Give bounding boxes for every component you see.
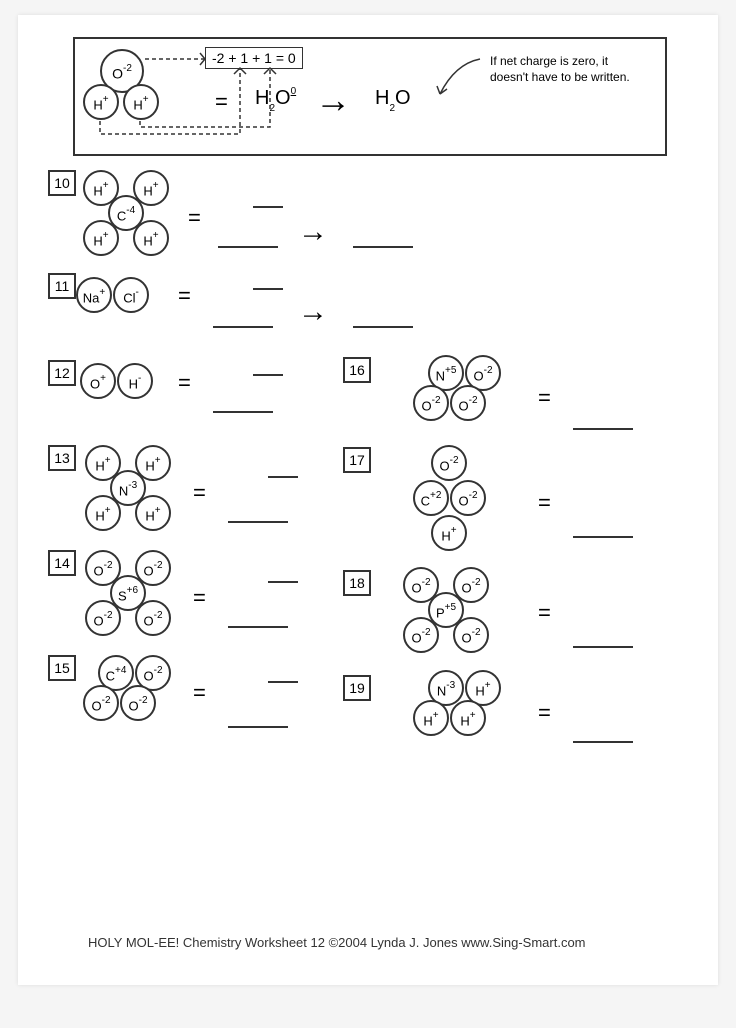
atom: O-2: [450, 385, 486, 421]
question-number: 19: [343, 675, 371, 701]
atom: O-2: [450, 480, 486, 516]
answer-blank[interactable]: [253, 205, 283, 208]
question-number: 13: [48, 445, 76, 471]
pointer-arrow-icon: [435, 54, 485, 104]
equals: =: [178, 370, 191, 396]
footer-text: HOLY MOL-EE! Chemistry Worksheet 12 ©200…: [88, 935, 586, 950]
atom: H+: [83, 220, 119, 256]
question-number: 14: [48, 550, 76, 576]
equals: =: [538, 385, 551, 411]
answer-blank[interactable]: [253, 287, 283, 290]
answer-blank[interactable]: [253, 373, 283, 376]
equals: =: [188, 205, 201, 231]
atom: O-2: [431, 445, 467, 481]
dashed-connectors: [75, 39, 335, 139]
atom: O-2: [83, 685, 119, 721]
atom: H+: [450, 700, 486, 736]
answer-blank[interactable]: [268, 475, 298, 478]
formula-h2o-2: H2O: [375, 87, 411, 112]
equals: =: [193, 585, 206, 611]
answer-blank[interactable]: [573, 740, 633, 743]
equals: =: [193, 480, 206, 506]
answer-blank[interactable]: [353, 245, 413, 248]
worksheet-page: O-2 H+ H+ -2 + 1 + 1 = 0 = H2O0 → H2O If…: [18, 15, 718, 985]
equals: =: [193, 680, 206, 706]
question-number: 17: [343, 447, 371, 473]
atom: O+: [80, 363, 116, 399]
atom: Cl-: [113, 277, 149, 313]
atom: H+: [135, 495, 171, 531]
equals: =: [538, 490, 551, 516]
question-number: 16: [343, 357, 371, 383]
question-number: 18: [343, 570, 371, 596]
arrow-icon: →: [298, 295, 328, 329]
answer-blank[interactable]: [213, 325, 273, 328]
answer-blank[interactable]: [228, 725, 288, 728]
atom: Na+: [76, 277, 112, 313]
example-box: O-2 H+ H+ -2 + 1 + 1 = 0 = H2O0 → H2O If…: [73, 37, 667, 156]
answer-blank[interactable]: [573, 535, 633, 538]
answer-blank[interactable]: [353, 325, 413, 328]
atom: O-2: [413, 385, 449, 421]
question-number: 15: [48, 655, 76, 681]
answer-blank[interactable]: [573, 645, 633, 648]
answer-blank[interactable]: [213, 410, 273, 413]
equals: =: [538, 600, 551, 626]
equals: =: [538, 700, 551, 726]
equals: =: [178, 283, 191, 309]
atom: H+: [413, 700, 449, 736]
atom: H+: [85, 495, 121, 531]
atom: H+: [431, 515, 467, 551]
atom: O-2: [120, 685, 156, 721]
atom: H+: [133, 220, 169, 256]
arrow-icon: →: [298, 215, 328, 249]
answer-blank[interactable]: [268, 680, 298, 683]
atom: O-2: [135, 600, 171, 636]
question-number: 10: [48, 170, 76, 196]
answer-blank[interactable]: [228, 625, 288, 628]
atom: O-2: [403, 617, 439, 653]
answer-blank[interactable]: [268, 580, 298, 583]
atom: O-2: [453, 617, 489, 653]
note-text: If net charge is zero, it doesn't have t…: [490, 54, 640, 85]
answer-blank[interactable]: [573, 427, 633, 430]
atom: C+2: [413, 480, 449, 516]
answer-blank[interactable]: [228, 520, 288, 523]
atom: O-2: [85, 600, 121, 636]
question-number: 12: [48, 360, 76, 386]
question-number: 11: [48, 273, 76, 299]
answer-blank[interactable]: [218, 245, 278, 248]
atom: H-: [117, 363, 153, 399]
